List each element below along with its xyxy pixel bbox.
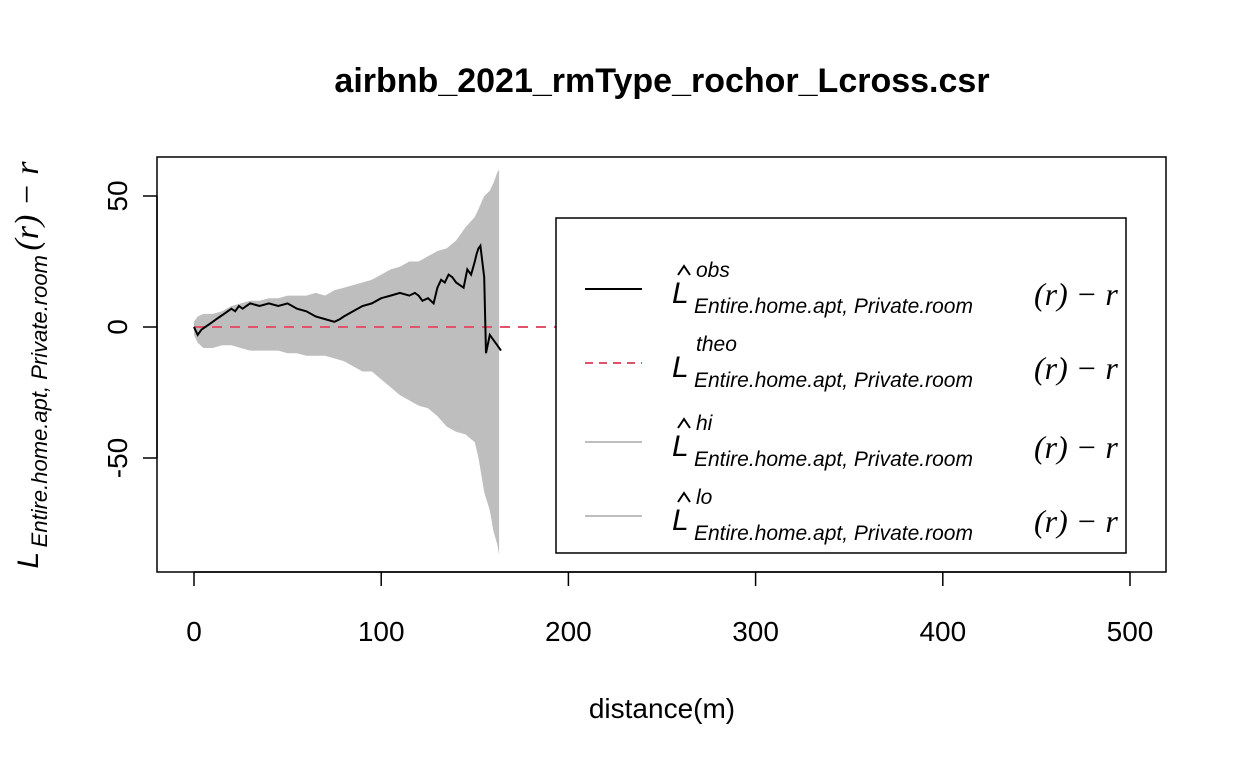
legend-main: L	[672, 504, 689, 537]
y-tick-label: 0	[102, 319, 133, 335]
legend-hat-icon	[677, 417, 691, 429]
legend-tail: (r) − r	[1034, 350, 1118, 386]
envelope-band	[194, 169, 500, 555]
x-tick-label: 200	[545, 616, 592, 647]
y-axis: -50 0 50	[102, 180, 158, 478]
x-axis: 0 100 200 300 400 500	[186, 571, 1154, 647]
legend-subscript: Entire.home.apt, Private.room	[694, 369, 973, 392]
x-tick-label: 400	[919, 616, 966, 647]
legend-main: L	[672, 277, 689, 310]
y-axis-title-tail: (r) − r	[9, 161, 46, 251]
legend-superscript: theo	[696, 333, 737, 356]
svg-text:L Entire.home.apt, Priva: L Entire.home.apt, Private.room (r) − r	[9, 161, 52, 569]
x-tick-label: 100	[358, 616, 405, 647]
legend-superscript: obs	[696, 259, 730, 282]
legend-subscript: Entire.home.apt, Private.room	[694, 522, 973, 545]
y-tick-label: 50	[102, 180, 133, 211]
y-axis-title: L Entire.home.apt, Private.room (r) − r	[9, 161, 52, 569]
legend-superscript: hi	[696, 412, 714, 435]
legend-tail: (r) − r	[1034, 503, 1118, 539]
x-tick-label: 500	[1107, 616, 1154, 647]
y-axis-title-main: L	[12, 552, 45, 569]
legend-superscript: lo	[696, 486, 713, 509]
legend-subscript: Entire.home.apt, Private.room	[694, 295, 973, 318]
legend-main: L	[672, 351, 689, 384]
legend-box	[555, 217, 1127, 554]
legend-hat-icon	[677, 264, 691, 276]
x-tick-label: 0	[186, 616, 202, 647]
legend-main: L	[672, 430, 689, 463]
legend-tail: (r) − r	[1034, 429, 1118, 465]
x-axis-title: distance(m)	[589, 693, 735, 724]
legend-item-hi: Lhi Entire.home.apt, Private.room (r) − r	[585, 412, 1118, 471]
y-axis-title-sub: Entire.home.apt, Private.room	[27, 255, 52, 547]
legend-item-lo: Llo Entire.home.apt, Private.room (r) − r	[585, 486, 1118, 545]
legend-subscript: Entire.home.apt, Private.room	[694, 448, 973, 471]
legend-hat-icon	[677, 491, 691, 503]
chart-title: airbnb_2021_rmType_rochor_Lcross.csr	[334, 62, 989, 100]
y-tick-label: -50	[102, 438, 133, 478]
series-obs-line	[193, 243, 502, 354]
legend-tail: (r) − r	[1034, 276, 1118, 312]
x-tick-label: 300	[732, 616, 779, 647]
